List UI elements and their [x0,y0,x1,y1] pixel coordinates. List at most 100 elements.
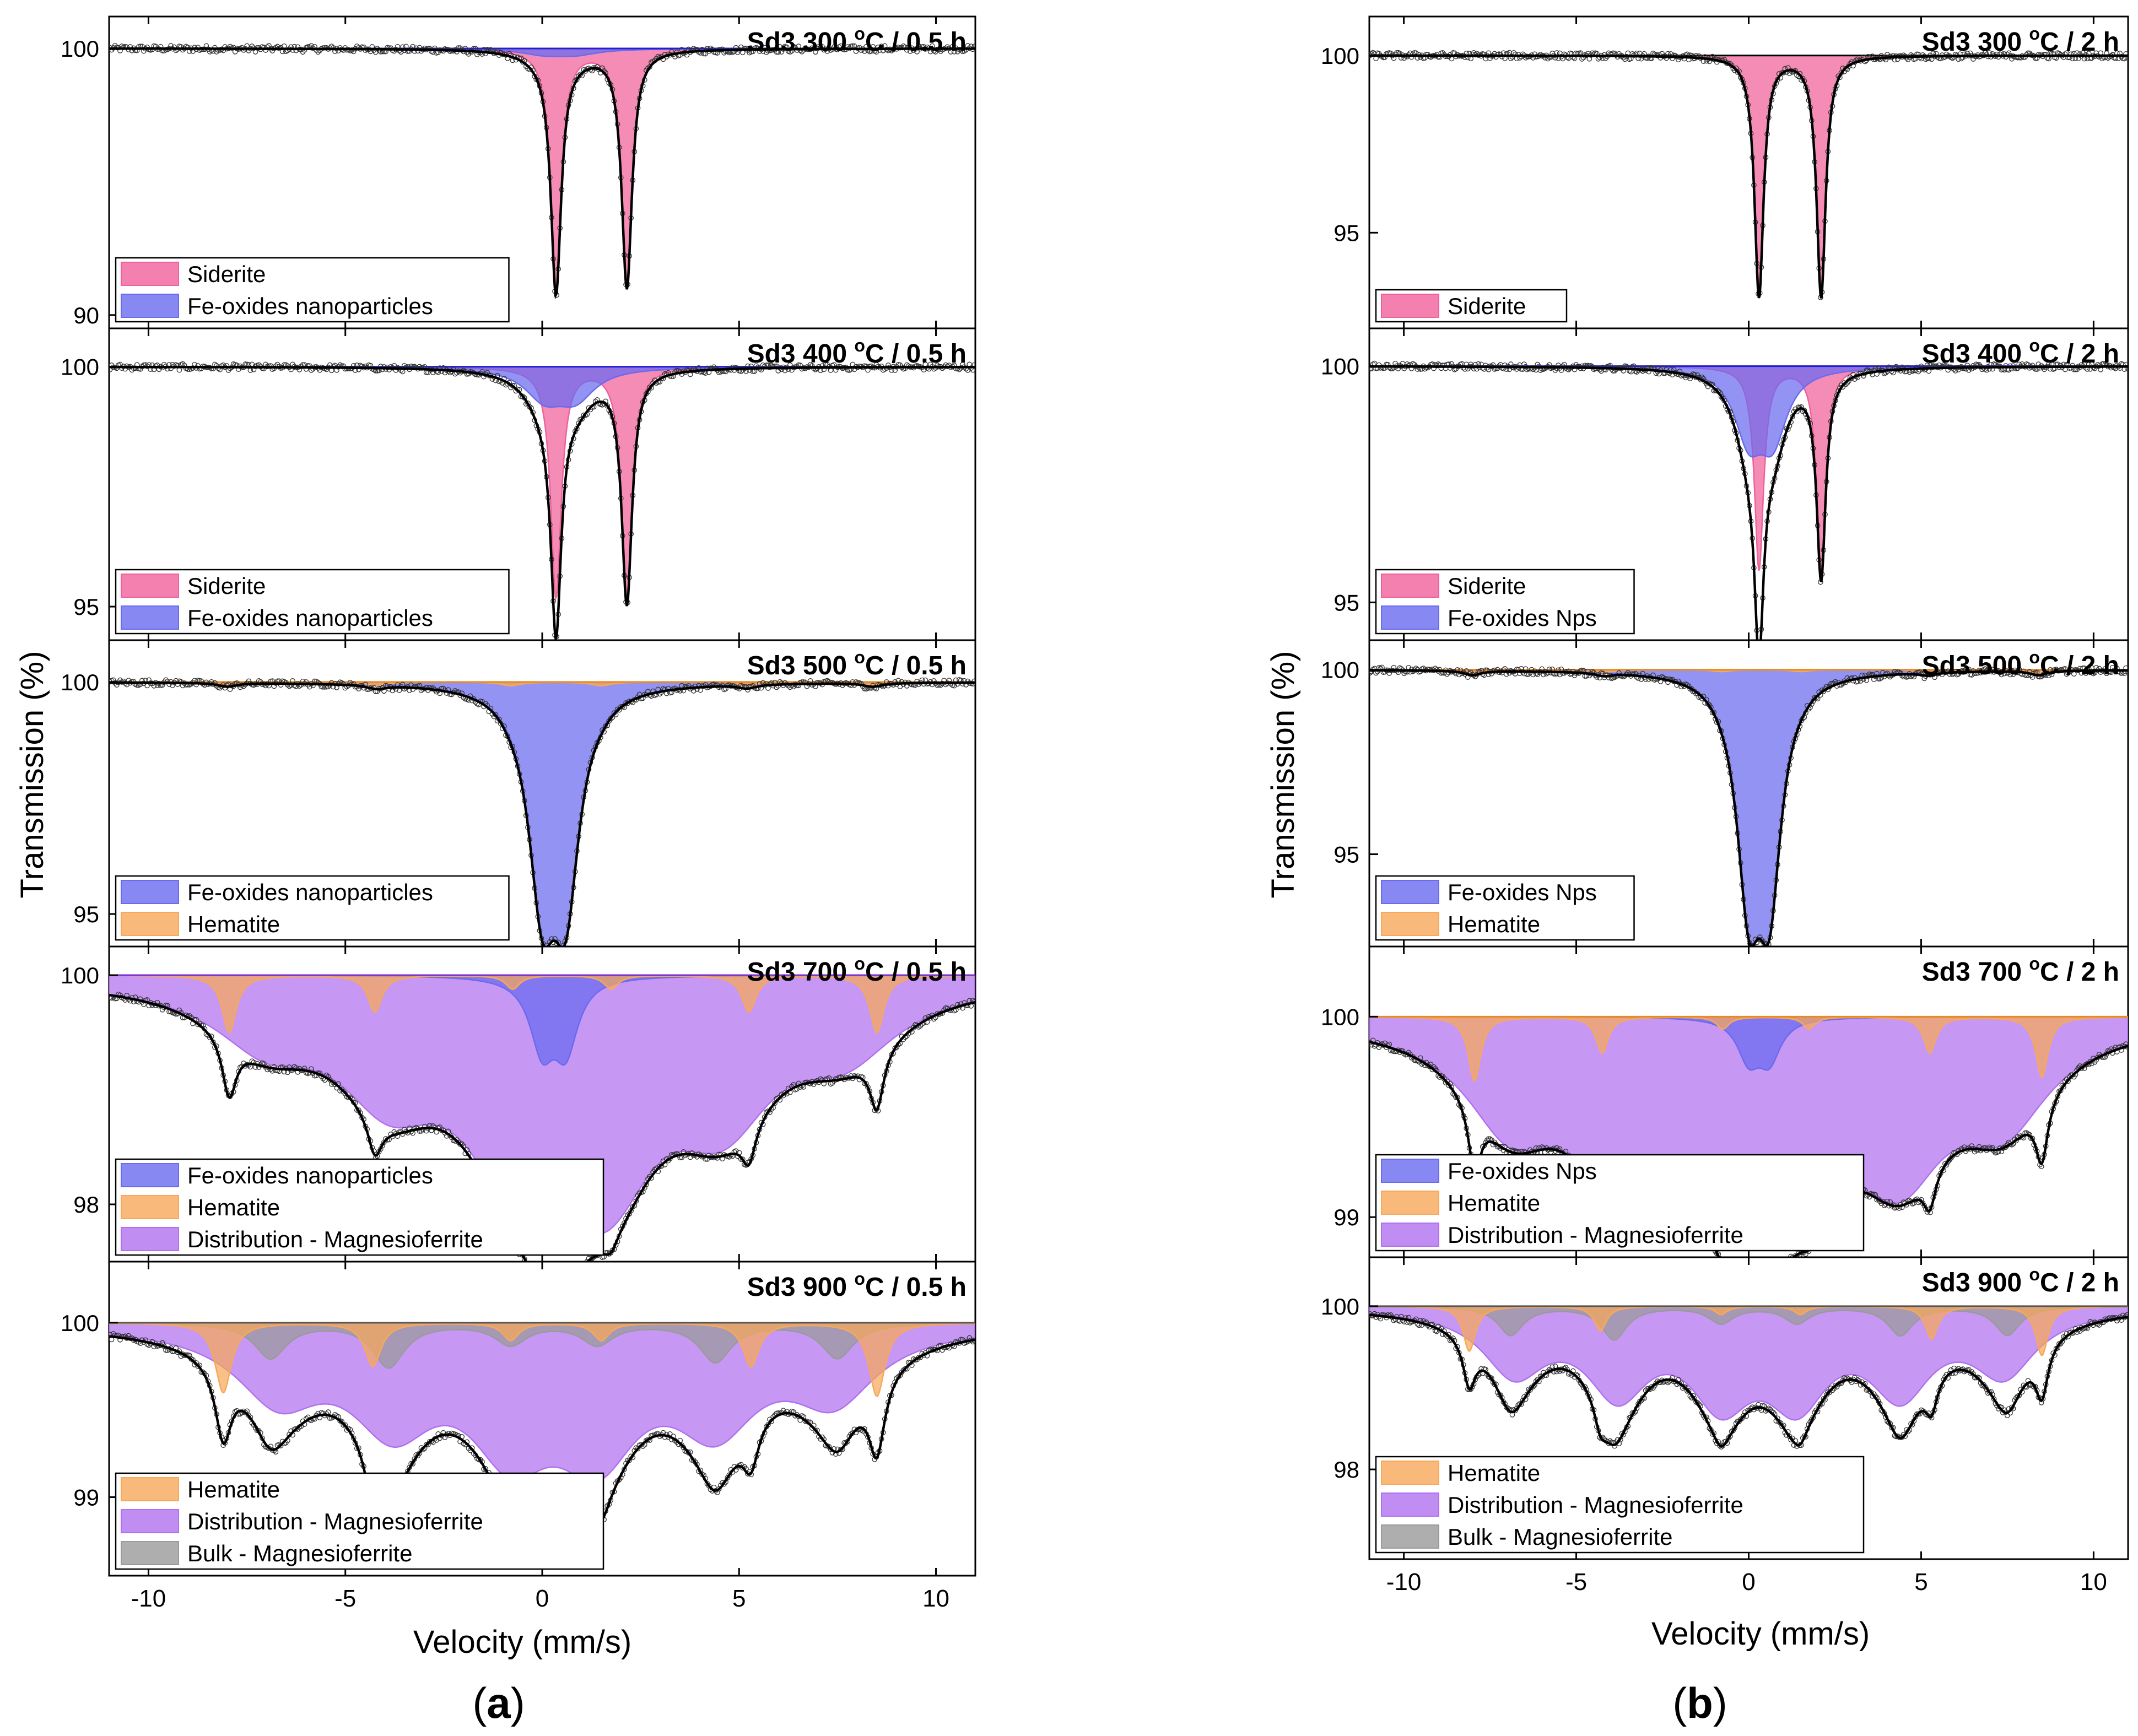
legend-label: Hematite [187,1194,280,1220]
panel-title: Sd3 900 oC / 2 h [1922,1264,2119,1297]
component-hematite [109,974,975,1034]
component-hematite [1369,1016,2128,1082]
legend-label: Hematite [187,911,280,937]
y-tick-label: 100 [1321,43,1359,69]
legend: Fe-oxides Nps Hematite Distribution - Magn… [1375,1154,1865,1252]
legend-label: Hematite [1448,1460,1540,1486]
y-tick-label: 95 [1333,220,1359,246]
panel-3: 95 100 Sd3 500 oC / 0.5 h Fe-oxides nanopar… [61,639,976,948]
legend-swatch [121,605,179,630]
panel-4: 98 100 Sd3 700 oC / 0.5 h Fe-oxides nanopar… [61,945,976,1263]
x-tick-label: -5 [1565,1569,1587,1596]
plot-area [109,42,975,300]
legend-label: Distribution - Magnesioferrite [1448,1222,1743,1248]
legend-label: Fe-oxides nanoparticles [187,879,433,905]
legend-swatch [121,294,179,318]
plot-area [109,361,975,640]
fit-curve [109,993,975,1262]
panel-title: Sd3 300 oC / 0.5 h [747,24,967,57]
panel-title: Sd3 300 oC / 2 h [1922,24,2119,57]
x-tick-label: -10 [1386,1569,1422,1596]
x-tick-labels-b: -10 -5 0 5 10 [1386,1569,2107,1596]
legend: Hematite Distribution - Magnesioferrite Bu… [115,1472,604,1570]
y-tick-label: 100 [61,36,99,62]
x-tick-label: -5 [334,1585,356,1612]
legend-swatch [121,880,179,904]
x-axis-label-b: Velocity (mm/s) [1651,1616,1870,1652]
y-tick-label: 100 [61,1310,99,1336]
legend: Siderite Fe-oxides nanoparticles [115,257,510,323]
panel-title: Sd3 700 oC / 0.5 h [747,954,967,987]
legend-swatch [1381,605,1439,630]
x-tick-label: 0 [1742,1569,1755,1596]
legend-swatch [121,1477,179,1501]
fit-curve [1369,1313,2128,1448]
y-tick-label: 100 [61,669,99,695]
component-hematite [109,1322,975,1397]
legend-label: Fe-oxides nanoparticles [187,605,433,631]
y-tick-label: 100 [1321,657,1359,683]
y-tick-label: 99 [73,1485,99,1511]
legend-swatch [121,912,179,936]
panel-5: 99 100 Sd3 900 oC / 0.5 h Hematite Distribut… [61,1261,976,1577]
legend-label: Siderite [187,261,266,287]
legend-swatch [121,262,179,286]
component-distribution-magnesioferrite [1369,1305,2128,1421]
panel-9: 99 100 Sd3 700 oC / 2 h Fe-oxides Nps Hemati… [1321,945,2129,1258]
legend-swatch [1381,880,1439,904]
y-tick-label: 100 [61,354,99,380]
plot-area [109,974,975,1262]
legend-swatch [1381,1461,1439,1485]
fit-curve [1369,54,2128,299]
x-tick-label: 0 [536,1585,549,1612]
legend-label: Hematite [187,1477,280,1502]
legend-swatch [1381,294,1439,318]
legend-label: Siderite [1448,573,1526,599]
y-tick-label: 98 [73,1192,99,1218]
x-axis-label-a: Velocity (mm/s) [413,1624,631,1660]
panel-title: Sd3 400 oC / 2 h [1922,336,2119,369]
panel-title: Sd3 400 oC / 0.5 h [747,336,967,369]
fit-curve [109,47,975,300]
y-tick-label: 100 [61,962,99,988]
x-tick-label: 10 [2080,1569,2107,1596]
legend-swatch [121,1227,179,1251]
plot-area [1369,360,2128,640]
y-tick-label: 100 [1321,354,1359,380]
plot-area [109,677,975,947]
panel-title: Sd3 700 oC / 2 h [1922,954,2119,987]
legend: Fe-oxides nanoparticles Hematite [115,875,510,941]
panels-layer: 90 100 Sd3 300 oC / 0.5 h Siderite Fe-oxides… [61,15,2129,1577]
legend: Siderite Fe-oxides Nps [1375,569,1635,635]
legend: Siderite [1375,289,1568,323]
x-tick-labels-a: -10 -5 0 5 10 [131,1585,949,1612]
plot-area [1369,1305,2128,1450]
panel-8: 95 100 Sd3 500 oC / 2 h Fe-oxides Nps Hemati… [1321,639,2129,948]
legend-swatch [121,574,179,598]
legend-swatch [121,1195,179,1219]
fit-curve [1369,365,2128,640]
legend: Hematite Distribution - Magnesioferrite Bu… [1375,1456,1865,1554]
y-tick-label: 95 [73,901,99,927]
caption-b: (b) [1672,1679,1727,1727]
legend-swatch [1381,574,1439,598]
fit-curve [1369,1041,2128,1257]
legend-label: Distribution - Magnesioferrite [187,1226,483,1252]
y-tick-label: 100 [1321,1294,1359,1319]
y-axis-label-a: Transmission (%) [14,651,50,898]
y-tick-label: 95 [1333,590,1359,615]
legend-swatch [1381,1159,1439,1183]
legend-label: Fe-oxides Nps [1448,605,1597,631]
y-tick-label: 95 [1333,842,1359,868]
legend-swatch [121,1541,179,1565]
legend-label: Bulk - Magnesioferrite [187,1540,413,1566]
y-tick-label: 95 [73,594,99,620]
legend: Siderite Fe-oxides nanoparticles [115,569,510,635]
legend-label: Bulk - Magnesioferrite [1448,1524,1673,1550]
panel-title: Sd3 500 oC / 2 h [1922,647,2119,680]
legend-swatch [1381,912,1439,936]
legend-swatch [1381,1524,1439,1549]
legend-label: Fe-oxides nanoparticles [187,1162,433,1188]
x-tick-label: 5 [1914,1569,1928,1596]
